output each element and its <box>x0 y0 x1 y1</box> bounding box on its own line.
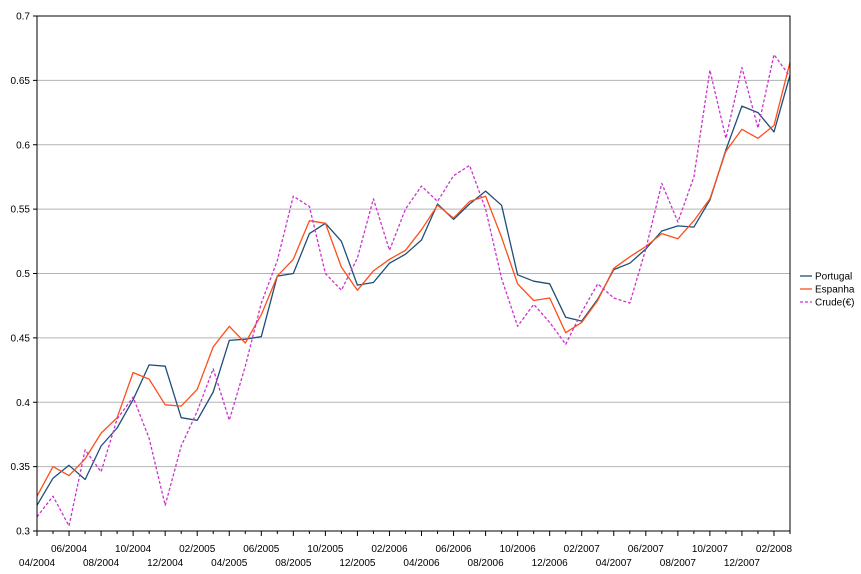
series-line-portugal <box>36 75 791 506</box>
x-tick-label: 04/2005 <box>211 558 248 569</box>
series-line-crude <box>36 53 791 527</box>
series-lines <box>36 53 791 527</box>
y-axis-ticks: 0.3 0.35 0.4 0.45 0.5 0.55 0.6 0.65 0.7 <box>11 12 37 538</box>
x-tick-label: 10/2007 <box>692 544 729 555</box>
x-tick-label: 04/2006 <box>403 558 440 569</box>
plot-area-border <box>36 15 791 532</box>
x-tick-label: 08/2006 <box>468 558 505 569</box>
y-tick-label: 0.7 <box>16 12 30 23</box>
grid-lines <box>37 15 790 532</box>
y-tick-label: 0.6 <box>16 140 30 151</box>
x-tick-label: 06/2004 <box>51 544 88 555</box>
legend-label: Crude(€) <box>815 298 854 309</box>
x-tick-label: 08/2004 <box>83 558 120 569</box>
y-tick-label: 0.65 <box>11 76 31 87</box>
series-line-espanha <box>36 62 791 497</box>
x-tick-label: 10/2006 <box>500 544 537 555</box>
y-tick-label: 0.45 <box>11 333 31 344</box>
x-tick-label: 02/2006 <box>371 544 408 555</box>
x-tick-label: 06/2006 <box>435 544 472 555</box>
x-tick-label: 02/2005 <box>179 544 216 555</box>
x-tick-label: 12/2005 <box>339 558 376 569</box>
x-tick-label: 12/2007 <box>724 558 761 569</box>
y-tick-label: 0.55 <box>11 205 31 216</box>
legend-label: Portugal <box>815 272 852 283</box>
x-tick-label: 06/2005 <box>243 544 280 555</box>
x-tick-label: 02/2007 <box>564 544 601 555</box>
x-tick-label: 06/2007 <box>628 544 665 555</box>
x-tick-label: 12/2004 <box>147 558 184 569</box>
x-tick-label: 04/2004 <box>19 558 56 569</box>
x-tick-label: 02/2008 <box>756 544 793 555</box>
y-tick-label: 0.35 <box>11 462 31 473</box>
x-tick-label: 10/2004 <box>115 544 152 555</box>
y-tick-label: 0.4 <box>16 398 30 409</box>
legend: Portugal Espanha Crude(€) <box>800 272 855 309</box>
x-tick-label: 08/2007 <box>660 558 697 569</box>
legend-label: Espanha <box>815 285 855 296</box>
x-tick-label: 08/2005 <box>275 558 312 569</box>
x-axis-ticks: 04/2004 08/2004 12/2004 04/2005 08/2005 12/20… <box>19 531 793 569</box>
y-tick-label: 0.3 <box>16 527 30 538</box>
x-tick-label: 12/2006 <box>532 558 569 569</box>
x-tick-label: 04/2007 <box>596 558 633 569</box>
y-tick-label: 0.5 <box>16 269 30 280</box>
x-tick-label: 10/2005 <box>307 544 344 555</box>
